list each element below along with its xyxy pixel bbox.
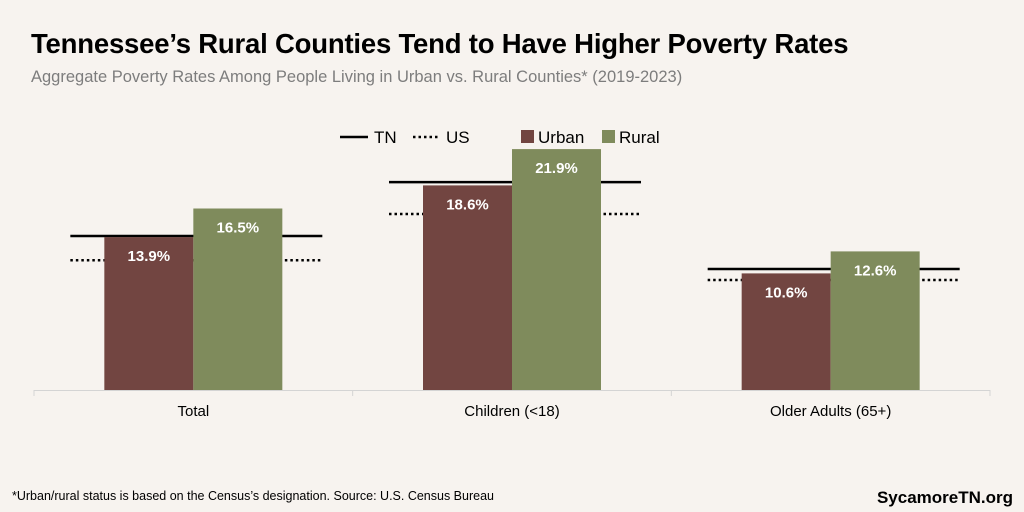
- chart-title: Tennessee’s Rural Counties Tend to Have …: [31, 28, 849, 59]
- data-label-urban: 18.6%: [446, 196, 489, 213]
- x-tick-label: Children (<18): [464, 403, 559, 420]
- x-tick-label: Older Adults (65+): [770, 403, 891, 420]
- legend-rural-label: Rural: [619, 128, 660, 147]
- data-label-rural: 21.9%: [535, 160, 578, 177]
- legend-urban-swatch: [521, 130, 534, 143]
- data-label-urban: 13.9%: [128, 248, 171, 265]
- bar-urban: [104, 237, 194, 390]
- data-label-rural: 12.6%: [854, 262, 897, 279]
- bar-urban: [741, 273, 831, 390]
- chart-subtitle: Aggregate Poverty Rates Among People Liv…: [31, 68, 683, 86]
- data-label-urban: 10.6%: [765, 284, 808, 301]
- plot-area: 13.9% 16.5% Total 18.6% 21.9% Children (<18) 1…: [33, 149, 991, 420]
- x-tick-label: Total: [177, 403, 209, 420]
- bar-rural: [512, 149, 601, 390]
- brand-logo-text: SycamoreTN.org: [876, 488, 1013, 507]
- data-label-rural: 16.5%: [217, 220, 260, 237]
- legend-rural-swatch: [602, 130, 615, 143]
- legend: TN US Urban Rural: [340, 128, 660, 147]
- legend-tn-label: TN: [374, 128, 397, 147]
- legend-us-label: US: [446, 128, 470, 147]
- bar-urban: [423, 185, 512, 390]
- bar-rural: [193, 208, 283, 390]
- footnote: *Urban/rural status is based on the Cens…: [12, 489, 494, 503]
- bar-rural: [830, 251, 920, 390]
- legend-urban-label: Urban: [538, 128, 584, 147]
